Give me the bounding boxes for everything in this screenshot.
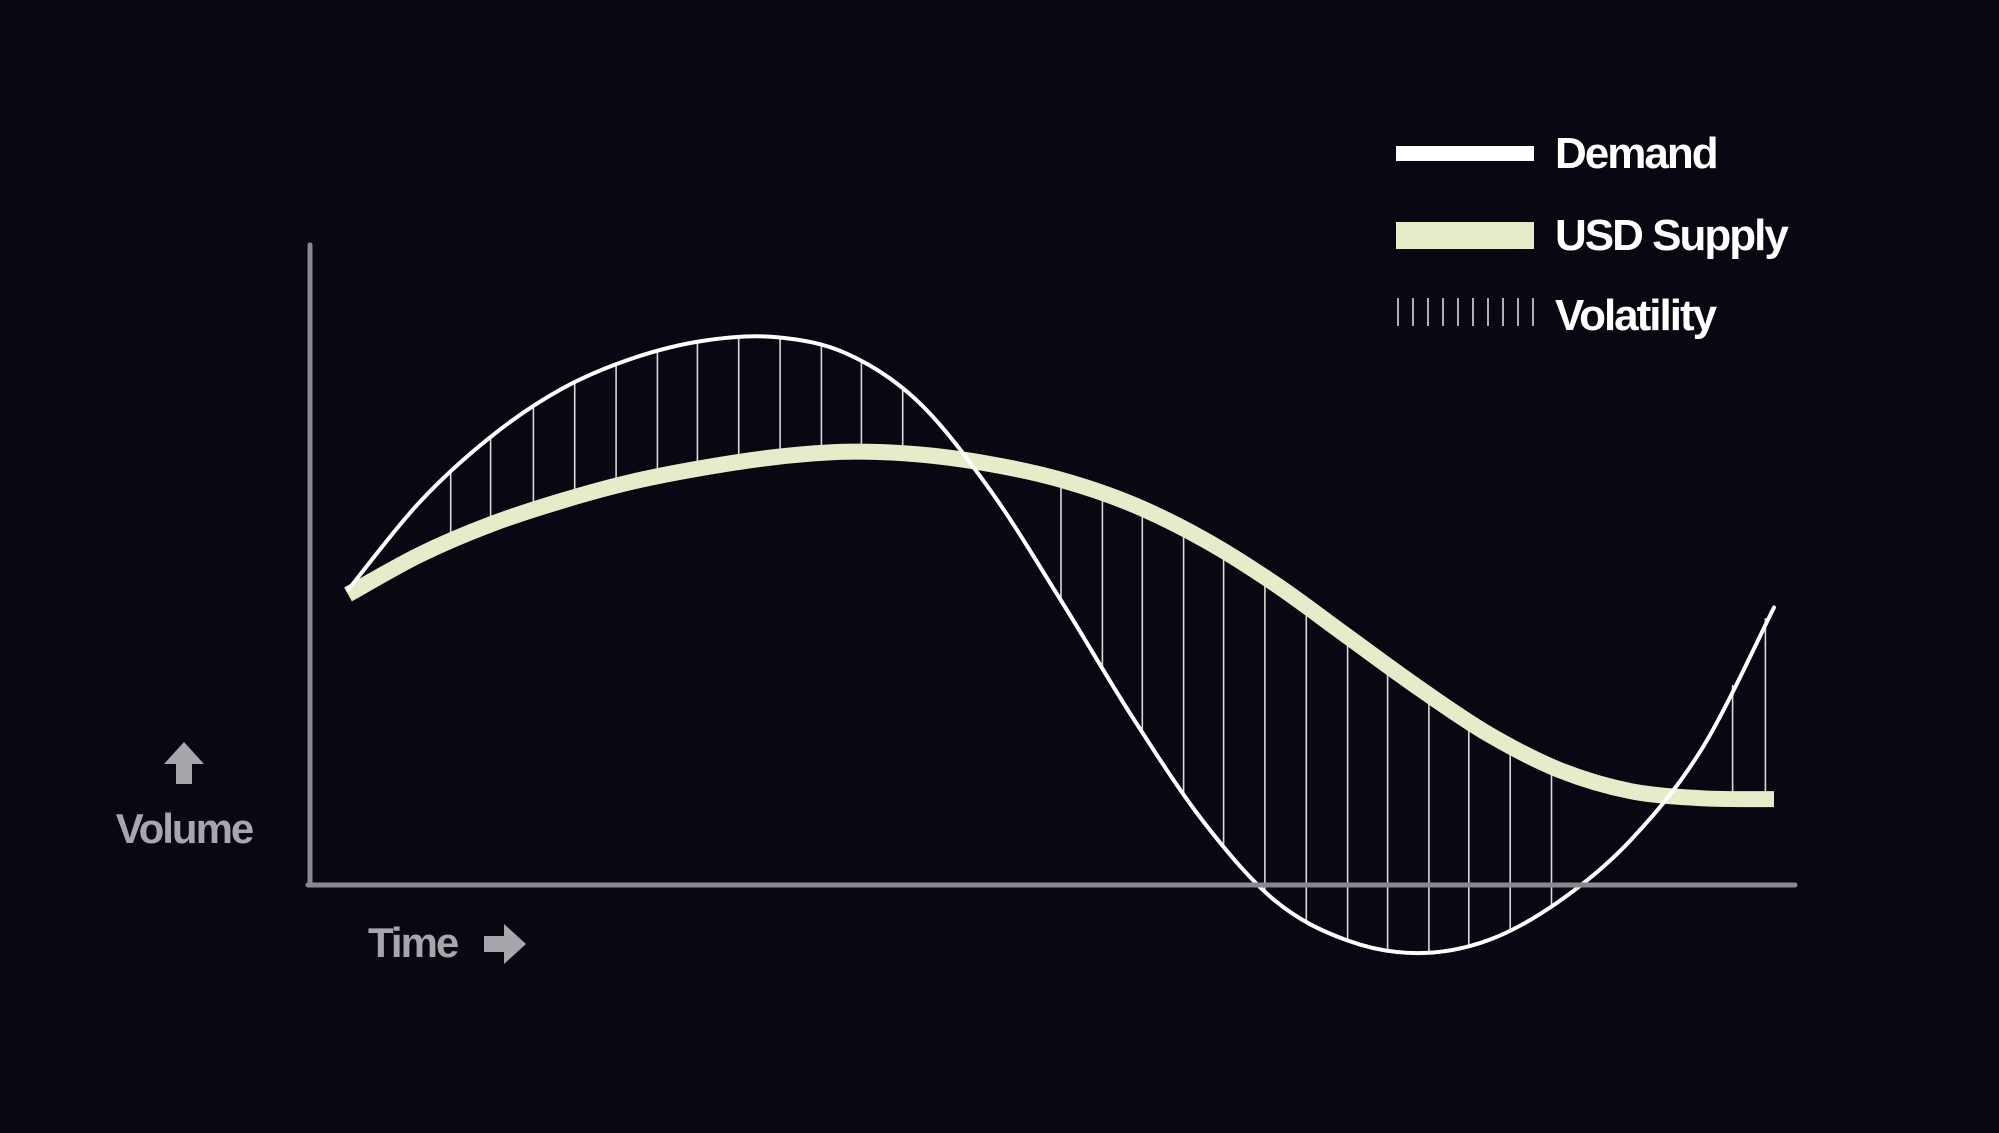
arrow-right-icon [484,924,526,964]
legend-volatility-label: Volatility [1555,291,1718,340]
demand-line [346,334,1776,956]
legend: Demand USD Supply Volatility [1396,129,1791,340]
y-axis-label: Volume [116,805,253,852]
y-axis-label-group: Volume [116,742,255,852]
legend-volatility-swatch [1397,298,1534,326]
legend-demand-label: Demand [1555,129,1717,178]
legend-usd-supply-swatch [1396,222,1534,249]
usd-supply-line [344,443,1775,808]
volatility-lines [449,336,1767,953]
legend-usd-supply-label: USD Supply [1555,211,1789,260]
legend-demand-swatch [1396,146,1534,161]
arrow-up-icon [164,742,204,784]
x-axis-label: Time [368,919,458,966]
x-axis-label-group: Time [368,919,526,966]
